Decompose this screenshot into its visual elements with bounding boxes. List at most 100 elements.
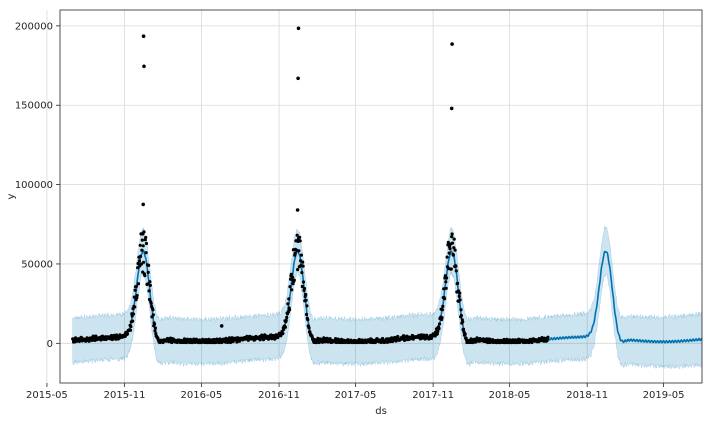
data-point — [286, 302, 290, 306]
data-point — [144, 241, 149, 246]
data-point — [451, 253, 455, 257]
data-point — [133, 288, 137, 292]
data-point — [437, 322, 442, 326]
data-point — [450, 241, 455, 245]
data-point — [140, 248, 144, 252]
data-point — [152, 322, 157, 326]
x-tick-label: 2016-11 — [258, 390, 300, 401]
data-point — [290, 288, 294, 292]
data-point — [449, 267, 453, 271]
data-point — [132, 295, 136, 299]
data-point — [546, 335, 550, 339]
data-point — [445, 276, 449, 280]
y-tick-label: 200000 — [15, 21, 53, 32]
data-point — [293, 251, 297, 255]
data-point — [129, 325, 133, 329]
data-point — [453, 248, 457, 252]
data-point — [144, 251, 148, 255]
x-tick-label: 2019-05 — [643, 390, 685, 401]
data-point — [144, 235, 148, 240]
data-point — [299, 253, 303, 257]
data-point — [289, 272, 293, 276]
plot-frame — [59, 9, 703, 384]
data-point — [450, 232, 454, 236]
x-tick-label: 2018-05 — [489, 390, 531, 401]
data-point — [134, 284, 138, 288]
data-point — [284, 318, 288, 322]
data-point — [140, 238, 144, 242]
data-point — [429, 336, 433, 340]
data-point — [135, 293, 139, 298]
data-point — [301, 264, 305, 268]
data-point — [304, 292, 308, 297]
data-point — [131, 319, 135, 323]
data-point — [306, 318, 310, 322]
data-point — [463, 332, 467, 336]
outlier-point — [449, 106, 454, 111]
data-point — [325, 336, 329, 340]
data-point — [137, 259, 141, 263]
data-point — [444, 280, 448, 284]
data-point — [452, 237, 456, 241]
x-tick-label: 2018-11 — [566, 390, 608, 401]
data-point — [143, 274, 147, 278]
data-point — [128, 328, 133, 332]
data-point — [461, 327, 466, 331]
data-point — [291, 275, 295, 279]
data-point — [454, 269, 458, 273]
data-point — [288, 308, 292, 312]
data-point — [154, 332, 158, 336]
x-tick-label: 2017-11 — [412, 390, 454, 401]
data-point — [452, 246, 456, 250]
data-point — [307, 326, 311, 330]
data-point — [148, 280, 152, 284]
data-point — [282, 327, 286, 331]
outlier-point — [295, 208, 300, 212]
data-point — [147, 297, 152, 302]
outlier-point — [141, 202, 145, 207]
interval-band — [72, 226, 703, 370]
data-point — [125, 332, 130, 336]
observed-points — [71, 26, 550, 345]
data-point — [458, 291, 462, 295]
y-tick-label: 150000 — [15, 101, 53, 112]
data-point — [135, 296, 139, 300]
outlier-point — [296, 76, 300, 81]
uncertainty-interval — [72, 226, 703, 370]
data-point — [459, 308, 463, 312]
data-point — [304, 312, 309, 317]
data-point — [456, 281, 460, 285]
data-point — [435, 332, 439, 336]
data-point — [148, 283, 152, 287]
data-point — [146, 270, 150, 274]
data-point — [437, 327, 441, 331]
data-point — [133, 305, 137, 309]
data-point — [131, 312, 135, 316]
data-point — [298, 239, 302, 243]
data-point — [440, 308, 444, 312]
data-point — [149, 301, 153, 306]
data-point — [298, 235, 302, 239]
y-axis-label: y — [6, 193, 17, 199]
data-point — [445, 255, 449, 259]
data-point — [441, 304, 445, 308]
data-point — [287, 297, 291, 301]
data-point — [302, 286, 306, 291]
x-axis-label: ds — [375, 406, 387, 417]
data-point — [300, 284, 304, 289]
data-point — [304, 298, 308, 302]
data-point — [151, 313, 155, 317]
data-point — [147, 263, 151, 267]
outlier-point — [219, 324, 224, 328]
data-point — [136, 261, 140, 266]
outlier-point — [142, 64, 146, 69]
data-point — [147, 289, 151, 293]
grid-lines — [46, 10, 702, 383]
outlier-point — [140, 232, 145, 236]
data-point — [301, 280, 306, 284]
data-point — [442, 297, 447, 301]
data-point — [440, 316, 444, 320]
x-axis-ticks: 2015-05 2015-11 2016-05 2016-11 2017-05 2017-… — [26, 383, 684, 401]
data-point — [459, 313, 463, 318]
data-point — [402, 334, 406, 338]
